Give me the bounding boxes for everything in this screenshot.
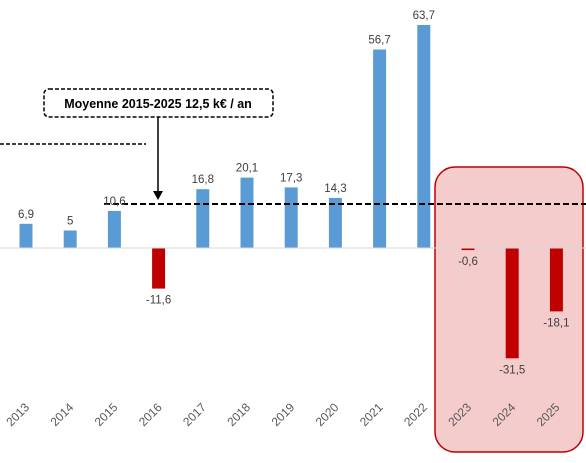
bar-2021 bbox=[373, 49, 387, 248]
x-tick-label-2017: 2017 bbox=[180, 400, 209, 429]
bar-2015 bbox=[107, 210, 121, 248]
x-tick-label-2014: 2014 bbox=[48, 400, 77, 429]
value-label-2020: 14,3 bbox=[324, 183, 346, 195]
value-label-2019: 17,3 bbox=[280, 172, 302, 184]
value-label-2018: 20,1 bbox=[236, 163, 258, 175]
bar-2016 bbox=[152, 248, 166, 289]
value-labels-group: 6,9 5 10,6 -11,6 16,8 20,1 17,3 14,3 56,7 63,7 -0,… bbox=[18, 10, 570, 376]
bars-group bbox=[19, 25, 563, 359]
bar-2019 bbox=[284, 187, 298, 248]
value-label-2023: -0,6 bbox=[458, 256, 478, 268]
bar-2025 bbox=[549, 248, 563, 312]
value-label-2025: -18,1 bbox=[543, 317, 569, 329]
x-tick-label-2020: 2020 bbox=[313, 400, 342, 429]
value-label-2021: 56,7 bbox=[368, 35, 390, 47]
bar-2020 bbox=[328, 197, 342, 248]
arrow-head bbox=[153, 191, 163, 200]
bar-2013 bbox=[19, 223, 33, 248]
x-tick-label-2016: 2016 bbox=[136, 400, 165, 429]
value-label-2017: 16,8 bbox=[192, 174, 214, 186]
value-label-2022: 63,7 bbox=[413, 10, 435, 22]
x-tick-label-2018: 2018 bbox=[224, 400, 253, 429]
bar-2017 bbox=[196, 189, 210, 248]
x-tick-label-2013: 2013 bbox=[3, 400, 32, 429]
x-tick-label-2021: 2021 bbox=[357, 400, 386, 429]
value-label-2016: -11,6 bbox=[146, 295, 171, 307]
bar-2024 bbox=[505, 248, 519, 359]
x-tick-label-2022: 2022 bbox=[401, 400, 430, 429]
average-annotation-label: Moyenne 2015-2025 12,5 k€ / an bbox=[64, 97, 252, 111]
value-label-2024: -31,5 bbox=[499, 364, 525, 376]
bar-2023 bbox=[461, 248, 475, 251]
bar-2014 bbox=[63, 230, 77, 248]
bar-2022 bbox=[417, 25, 431, 248]
value-label-2013: 6,9 bbox=[18, 209, 34, 221]
bar-2018 bbox=[240, 177, 254, 248]
x-tick-label-2019: 2019 bbox=[269, 400, 298, 429]
x-tick-label-2015: 2015 bbox=[92, 400, 121, 429]
value-label-2015: 10,6 bbox=[103, 196, 125, 208]
value-label-2014: 5 bbox=[67, 216, 73, 228]
